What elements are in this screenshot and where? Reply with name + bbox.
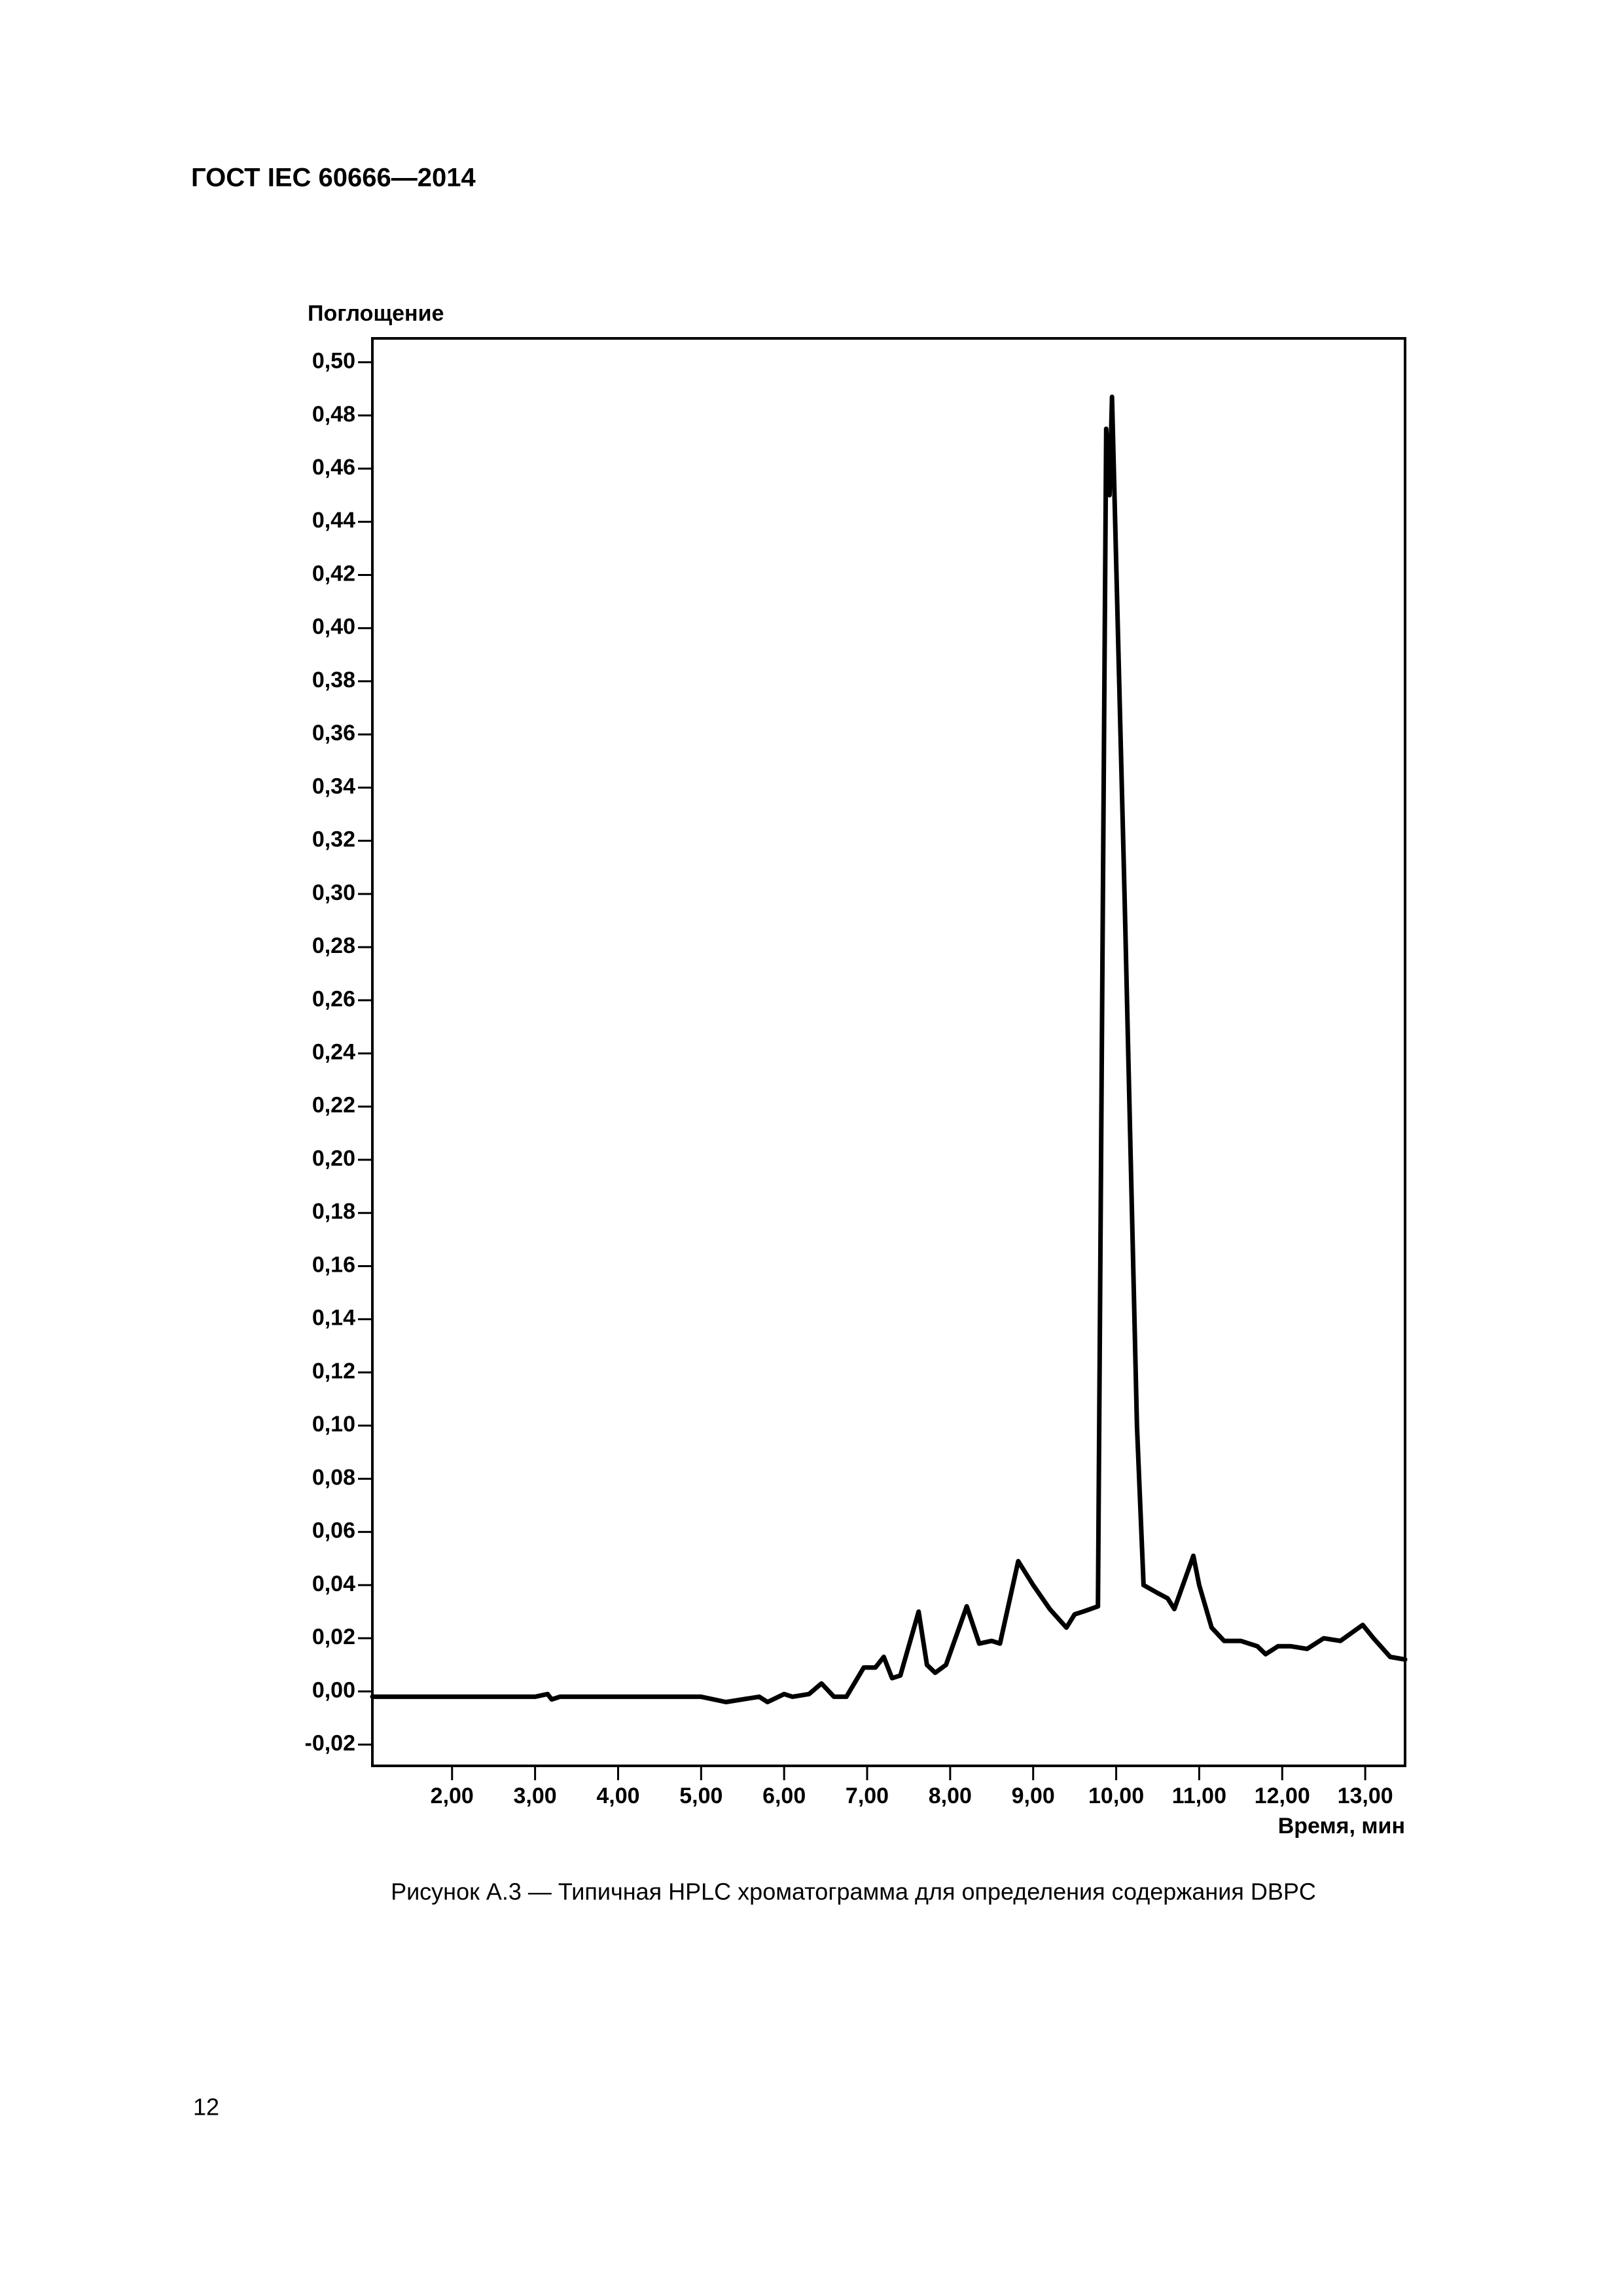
plot-frame — [371, 337, 1406, 1767]
x-tick-label: 9,00 — [1012, 1784, 1055, 1808]
y-axis-title: Поглощение — [308, 301, 444, 326]
x-tick-label: 6,00 — [762, 1784, 806, 1808]
y-tick-label: 0,32 — [312, 827, 355, 852]
x-tick-label: 12,00 — [1255, 1784, 1310, 1808]
y-tick-label: 0,46 — [312, 455, 355, 480]
x-tick-label: 7,00 — [846, 1784, 889, 1808]
y-tick-label: 0,04 — [312, 1571, 355, 1596]
x-tick-label: 4,00 — [596, 1784, 639, 1808]
x-axis-title: Время, мин — [1278, 1814, 1405, 1839]
x-tick-label: 10,00 — [1088, 1784, 1144, 1808]
y-tick-label: 0,48 — [312, 402, 355, 427]
y-tick-label: 0,36 — [312, 721, 355, 745]
x-tick-label: 8,00 — [929, 1784, 972, 1808]
y-tick-label: 0,34 — [312, 774, 355, 798]
chromatogram-line — [370, 394, 1408, 1704]
y-tick-label: 0,22 — [312, 1093, 355, 1118]
y-tick-label: 0,12 — [312, 1359, 355, 1384]
y-tick-label: 0,00 — [312, 1677, 355, 1702]
y-tick-label: 0,18 — [312, 1199, 355, 1224]
x-tick-label: 3,00 — [514, 1784, 557, 1808]
y-tick-label: 0,10 — [312, 1412, 355, 1437]
y-tick-label: 0,28 — [312, 933, 355, 958]
y-tick-label: 0,26 — [312, 986, 355, 1011]
y-tick-label: 0,16 — [312, 1252, 355, 1277]
x-tick-label: 11,00 — [1172, 1784, 1226, 1808]
y-tick-label: 0,30 — [312, 880, 355, 905]
y-tick-label: 0,50 — [312, 349, 355, 374]
y-tick-label: 0,20 — [312, 1146, 355, 1171]
y-tick-label: 0,42 — [312, 561, 355, 586]
figure-caption: Рисунок А.3 — Типичная HPLC хроматограмм… — [391, 1878, 1316, 1905]
y-tick-label: 0,14 — [312, 1306, 355, 1331]
y-tick-label: 0,06 — [312, 1518, 355, 1543]
y-tick-label: 0,24 — [312, 1040, 355, 1065]
y-tick-label: 0,38 — [312, 668, 355, 692]
x-tick-label: 5,00 — [679, 1784, 722, 1808]
y-tick-label: 0,08 — [312, 1465, 355, 1490]
y-tick-label: 0,02 — [312, 1624, 355, 1649]
page-number: 12 — [193, 2094, 219, 2121]
x-tick-label: 2,00 — [431, 1784, 474, 1808]
x-tick-label: 13,00 — [1338, 1784, 1393, 1808]
header-title: ГОСТ IEC 60666—2014 — [191, 164, 476, 192]
y-tick-label: -0,02 — [305, 1731, 356, 1755]
y-tick-label: 0,44 — [312, 508, 355, 533]
y-tick-label: 0,40 — [312, 615, 355, 639]
